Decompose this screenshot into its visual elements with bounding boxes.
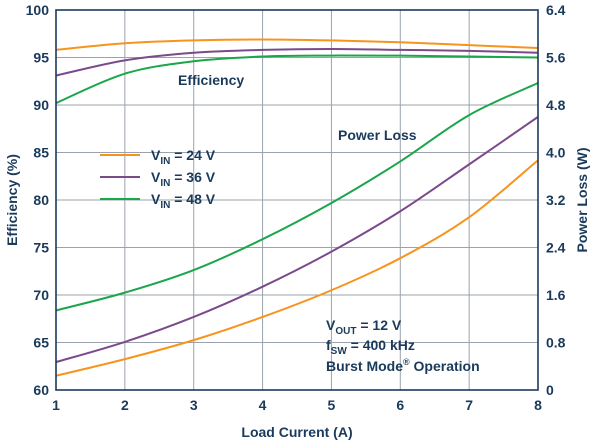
power-loss-line-48v <box>55 82 539 312</box>
y-left-tick-label: 85 <box>33 145 49 161</box>
y-left-tick-label: 70 <box>33 287 49 303</box>
efficiency-line-48v <box>55 54 539 105</box>
y-right-tick-label: 2.4 <box>546 240 566 256</box>
y-left-tick-label: 75 <box>33 240 49 256</box>
x-tick-label: 5 <box>328 397 336 413</box>
x-tick-label: 2 <box>121 397 129 413</box>
power-loss-annotation: Power Loss <box>338 127 417 143</box>
y-right-tick-label: 6.4 <box>546 2 566 18</box>
y-right-tick-label: 3.2 <box>546 192 566 208</box>
y-right-tick-label: 0 <box>546 382 554 398</box>
power-loss-line-36v <box>55 116 539 364</box>
efficiency-annotation: Efficiency <box>178 72 244 88</box>
y-right-tick-label: 0.8 <box>546 335 566 351</box>
power-loss-line-24v <box>55 159 539 377</box>
efficiency-line-24v <box>55 38 539 51</box>
y-right-tick-label: 4.8 <box>546 97 566 113</box>
y-left-tick-label: 60 <box>33 382 49 398</box>
x-tick-label: 1 <box>52 397 60 413</box>
y-left-tick-label: 80 <box>33 192 49 208</box>
x-tick-label: 7 <box>465 397 473 413</box>
legend: VIN = 24 V VIN = 36 V VIN = 48 V <box>100 147 216 211</box>
plot-frame <box>55 9 539 391</box>
y-axis-right-label: Power Loss (W) <box>574 147 590 252</box>
y-left-tick-label: 100 <box>26 2 50 18</box>
y-left-tick-label: 65 <box>33 335 49 351</box>
y-right-tick-label: 5.6 <box>546 50 566 66</box>
y-axis-left-label: Efficiency (%) <box>4 154 20 246</box>
vout-condition: VOUT = 12 V <box>326 317 402 337</box>
y-left-tick-label: 95 <box>33 50 49 66</box>
efficiency-line-36v <box>55 47 539 77</box>
x-tick-label: 6 <box>396 397 404 413</box>
y-left-tick-label: 90 <box>33 97 49 113</box>
x-tick-label: 4 <box>259 397 267 413</box>
y-right-tick-label: 4.0 <box>546 145 566 161</box>
tick-labels: 1 2 3 4 5 6 7 8 100 95 90 85 80 75 70 65 60 6.4 5.6 4.8 4.0 3… <box>26 2 566 413</box>
svg-text:VIN = 48 V: VIN = 48 V <box>151 191 216 211</box>
operating-conditions: VOUT = 12 V fSW = 400 kHz Burst Mode® Op… <box>326 317 480 374</box>
legend-entry-24v: VIN = 24 V <box>100 147 216 167</box>
fsw-condition: fSW = 400 kHz <box>326 337 415 357</box>
legend-entry-36v: VIN = 36 V <box>100 169 216 189</box>
mode-condition: Burst Mode® Operation <box>326 357 480 374</box>
legend-entry-48v: VIN = 48 V <box>100 191 216 211</box>
grid <box>56 10 538 390</box>
x-tick-label: 8 <box>534 397 542 413</box>
svg-text:VIN = 24 V: VIN = 24 V <box>151 147 216 167</box>
x-tick-label: 3 <box>190 397 198 413</box>
x-axis-label: Load Current (A) <box>241 424 352 440</box>
y-right-tick-label: 1.6 <box>546 287 566 303</box>
plot-lines <box>55 38 539 377</box>
svg-text:VIN = 36 V: VIN = 36 V <box>151 169 216 189</box>
